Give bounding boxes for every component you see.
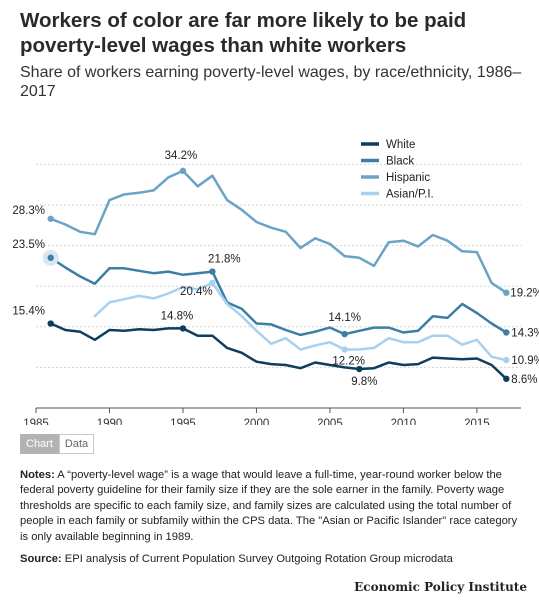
data-label-34.2%: 34.2%: [165, 150, 198, 162]
marker-15.4%: [47, 320, 54, 327]
data-label-14.3%: 14.3%: [511, 327, 539, 339]
chart-title: Workers of color are far more likely to …: [20, 9, 467, 57]
legend-label-white: White: [386, 139, 415, 151]
notes: Notes: A “poverty-level wage” is a wage …: [20, 468, 525, 545]
series-lines: [49, 169, 508, 381]
marker-23.5%: [47, 254, 54, 261]
marker-12.2%: [341, 346, 348, 353]
tab-data[interactable]: Data: [58, 434, 95, 454]
series-line-white: [49, 322, 508, 381]
legend-label-hispanic: Hispanic: [386, 172, 430, 184]
marker-10.9%: [503, 356, 510, 364]
marker-14.8%: [179, 325, 187, 332]
legend-label-black: Black: [386, 156, 414, 168]
annotation-labels: 34.2% 28.3% 23.5% 21.8% 20.4% 15.4% 14.8% 14.1%…: [12, 150, 539, 388]
marker-28.3%: [47, 215, 54, 222]
data-label-21.8%: 21.8%: [208, 254, 241, 266]
tab-chart[interactable]: Chart: [20, 434, 59, 454]
x-tick-label-1995: 1995: [170, 418, 196, 425]
marker-14.3%: [503, 329, 510, 336]
view-tabs: Chart Data: [20, 434, 95, 454]
marker-14.1%: [341, 330, 348, 338]
x-tick-label-2005: 2005: [317, 418, 343, 425]
marker-9.8%: [356, 365, 363, 373]
marker-8.6%: [503, 375, 510, 382]
gridlines: [36, 163, 521, 368]
data-label-9.8%: 9.8%: [351, 376, 377, 388]
x-tick-label-1990: 1990: [97, 418, 123, 425]
data-label-10.9%: 10.9%: [511, 355, 539, 367]
x-tick-label-2000: 2000: [244, 418, 270, 425]
notes-text: A “poverty-level wage” is a wage that wo…: [20, 469, 518, 543]
data-label-19.2%: 19.2%: [510, 288, 539, 300]
data-label-20.4%: 20.4%: [180, 286, 213, 298]
data-label-28.3%: 28.3%: [12, 205, 45, 217]
marker-34.2%: [179, 167, 187, 175]
marker-21.8%: [209, 268, 216, 275]
source: Source: EPI analysis of Current Populati…: [20, 552, 525, 567]
data-label-14.8%: 14.8%: [161, 310, 194, 322]
data-label-23.5%: 23.5%: [12, 239, 45, 251]
x-tick-label-2010: 2010: [391, 418, 417, 425]
source-text: EPI analysis of Current Population Surve…: [61, 553, 453, 565]
marker-19.2%: [503, 289, 510, 296]
legend: White Black Hispanic Asian/P.I.: [361, 139, 434, 201]
marker-20.4%: [209, 279, 216, 287]
series-line-hispanic: [49, 169, 508, 294]
x-tick-label-2015: 2015: [464, 418, 490, 425]
data-label-8.6%: 8.6%: [511, 374, 537, 386]
x-axis: 1985 1990 1995 2000 2005 2010 2015: [23, 407, 521, 425]
x-tick-label-1985: 1985: [23, 418, 49, 425]
source-label: Source:: [20, 553, 62, 565]
notes-label: Notes:: [20, 469, 55, 481]
chart-subtitle: Share of workers earning poverty-level w…: [20, 64, 522, 100]
series-line-asian-p-i-: [93, 281, 508, 362]
data-label-15.4%: 15.4%: [12, 306, 45, 318]
annotation-markers: [42, 167, 510, 382]
series-line-black: [49, 256, 508, 337]
brand-logo-text: Economic Policy Institute: [354, 580, 527, 594]
line-chart: 1985 1990 1995 2000 2005 2010 2015 34.2% 28.3% 2…: [12, 139, 539, 425]
data-label-14.1%: 14.1%: [328, 312, 361, 324]
legend-label-asian-p-i-: Asian/P.I.: [386, 189, 434, 201]
data-label-12.2%: 12.2%: [332, 356, 365, 368]
